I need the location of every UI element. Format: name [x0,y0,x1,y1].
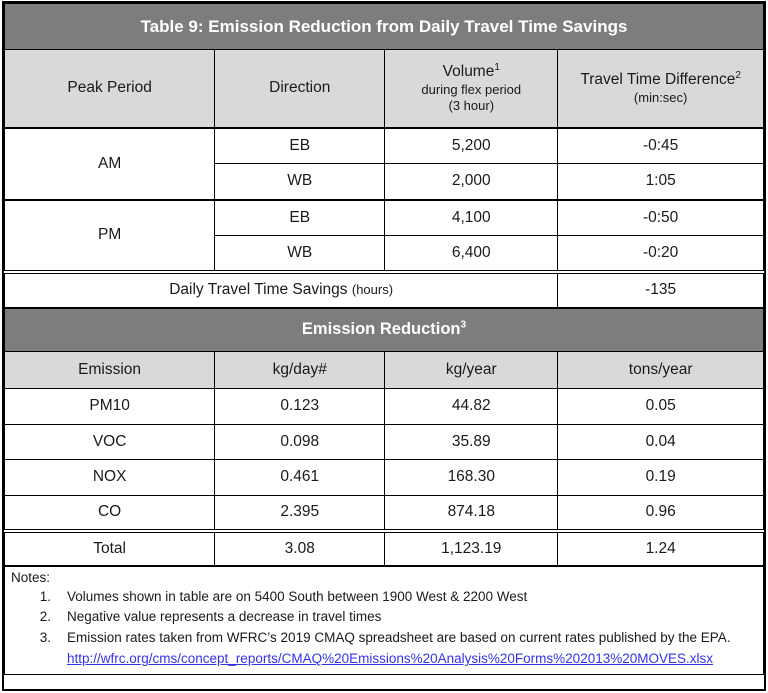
cell-direction: EB [214,127,386,164]
spreadsheet-link[interactable]: http://wfrc.org/cms/concept_reports/CMAQ… [67,651,714,667]
emission-footnote-marker: 3 [460,319,467,331]
daily-savings-unit: (hours) [351,282,394,297]
table-row: NOX 0.461 168.30 0.19 [3,459,764,496]
header-ttd-sub: (min:sec) [633,90,688,106]
header-volume-sub2: (3 hour) [448,98,495,114]
cell-emission-name: PM10 [3,388,216,425]
cell-kg-day: 0.461 [214,459,386,496]
cell-volume: 4,100 [384,198,559,236]
volume-footnote-marker: 1 [494,61,500,73]
table-row: WB 6,400 -0:20 [5,235,764,272]
notes-label: Notes: [11,569,51,585]
table-row: AM EB 5,200 -0:45 [3,127,764,200]
cell-emission-name: NOX [3,459,216,496]
note-number: 1. [39,588,51,604]
header-volume-label: Volume1 [442,61,500,80]
cell-tons-year: 0.05 [557,388,764,425]
cell-kg-year: 168.30 [384,459,559,496]
daily-savings-label: Daily Travel Time Savings (hours) [3,269,559,309]
note-item-2: 2. Negative value represents a decrease … [11,607,757,628]
header-volume-sub1: during flex period [421,82,522,98]
cell-period-pm: PM [3,198,216,272]
cell-emission-name: VOC [3,423,216,460]
header-kg-year: kg/year [384,351,559,389]
cell-kg-year: 874.18 [384,494,559,531]
cell-direction: WB [214,235,386,272]
table-row: PM10 0.123 44.82 0.05 [3,388,764,425]
cell-tons-year: 0.04 [557,423,764,460]
notes-section: Notes: 1. Volumes shown in table are on … [4,564,764,675]
table-row: PM EB 4,100 -0:50 [3,198,764,272]
note-text: Emission rates taken from WFRC’s 2019 CM… [67,630,731,646]
cell-kg-day: 2.395 [214,494,386,531]
total-row: Total 3.08 1,123.19 1.24 [3,528,764,566]
cell-direction: WB [214,163,386,200]
note-number: 3. [39,630,51,646]
cell-total-kg-day: 3.08 [214,528,386,566]
table-row: WB 2,000 1:05 [5,163,764,200]
cell-total-kg-year: 1,123.19 [384,528,559,566]
note-link-row: http://wfrc.org/cms/concept_reports/CMAQ… [67,649,757,669]
note-item-1: 1. Volumes shown in table are on 5400 So… [11,587,757,608]
note-text: Negative value represents a decrease in … [67,609,382,625]
table-row: VOC 0.098 35.89 0.04 [3,423,764,460]
header-peak-period: Peak Period [3,49,216,129]
emission-section-title: Emission Reduction3 [4,307,764,352]
cell-kg-year: 35.89 [384,423,559,460]
header-direction-label: Direction [269,79,331,97]
cell-direction: EB [214,198,386,236]
cell-ttd: 1:05 [557,163,764,200]
cell-ttd: -0:50 [557,198,764,236]
cell-kg-day: 0.123 [214,388,386,425]
header-travel-time-difference: Travel Time Difference2 (min:sec) [557,49,764,129]
header-direction: Direction [214,49,386,129]
cell-ttd: -0:20 [557,235,764,272]
header-ttd-label: Travel Time Difference2 [580,69,741,89]
ttd-footnote-marker: 2 [735,69,741,81]
cell-volume: 2,000 [384,163,559,200]
header-volume: Volume1 during flex period (3 hour) [384,49,559,129]
daily-savings-value: -135 [557,269,764,309]
cell-ttd: -0:45 [557,127,764,164]
note-text: Volumes shown in table are on 5400 South… [67,588,528,604]
note-number: 2. [39,609,51,625]
table-row: CO 2.395 874.18 0.96 [3,494,764,531]
cell-emission-name: CO [3,494,216,531]
note-item-3: 3. Emission rates taken from WFRC’s 2019… [11,628,757,649]
cell-tons-year: 0.96 [557,494,764,531]
header-peak-period-label: Peak Period [67,79,152,97]
cell-tons-year: 0.19 [557,459,764,496]
cell-volume: 5,200 [384,127,559,164]
cell-kg-day: 0.098 [214,423,386,460]
cell-volume: 6,400 [384,235,559,272]
header-emission: Emission [3,351,216,389]
cell-total-label: Total [3,528,216,566]
header-kg-day: kg/day# [214,351,386,389]
daily-savings-row: Daily Travel Time Savings (hours) -135 [3,269,764,309]
cell-kg-year: 44.82 [384,388,559,425]
table-title: Table 9: Emission Reduction from Daily T… [4,3,764,50]
cell-period-am: AM [3,127,216,200]
table-9: Table 9: Emission Reduction from Daily T… [3,3,764,675]
cell-total-tons-year: 1.24 [557,528,764,566]
header-tons-year: tons/year [557,351,764,389]
